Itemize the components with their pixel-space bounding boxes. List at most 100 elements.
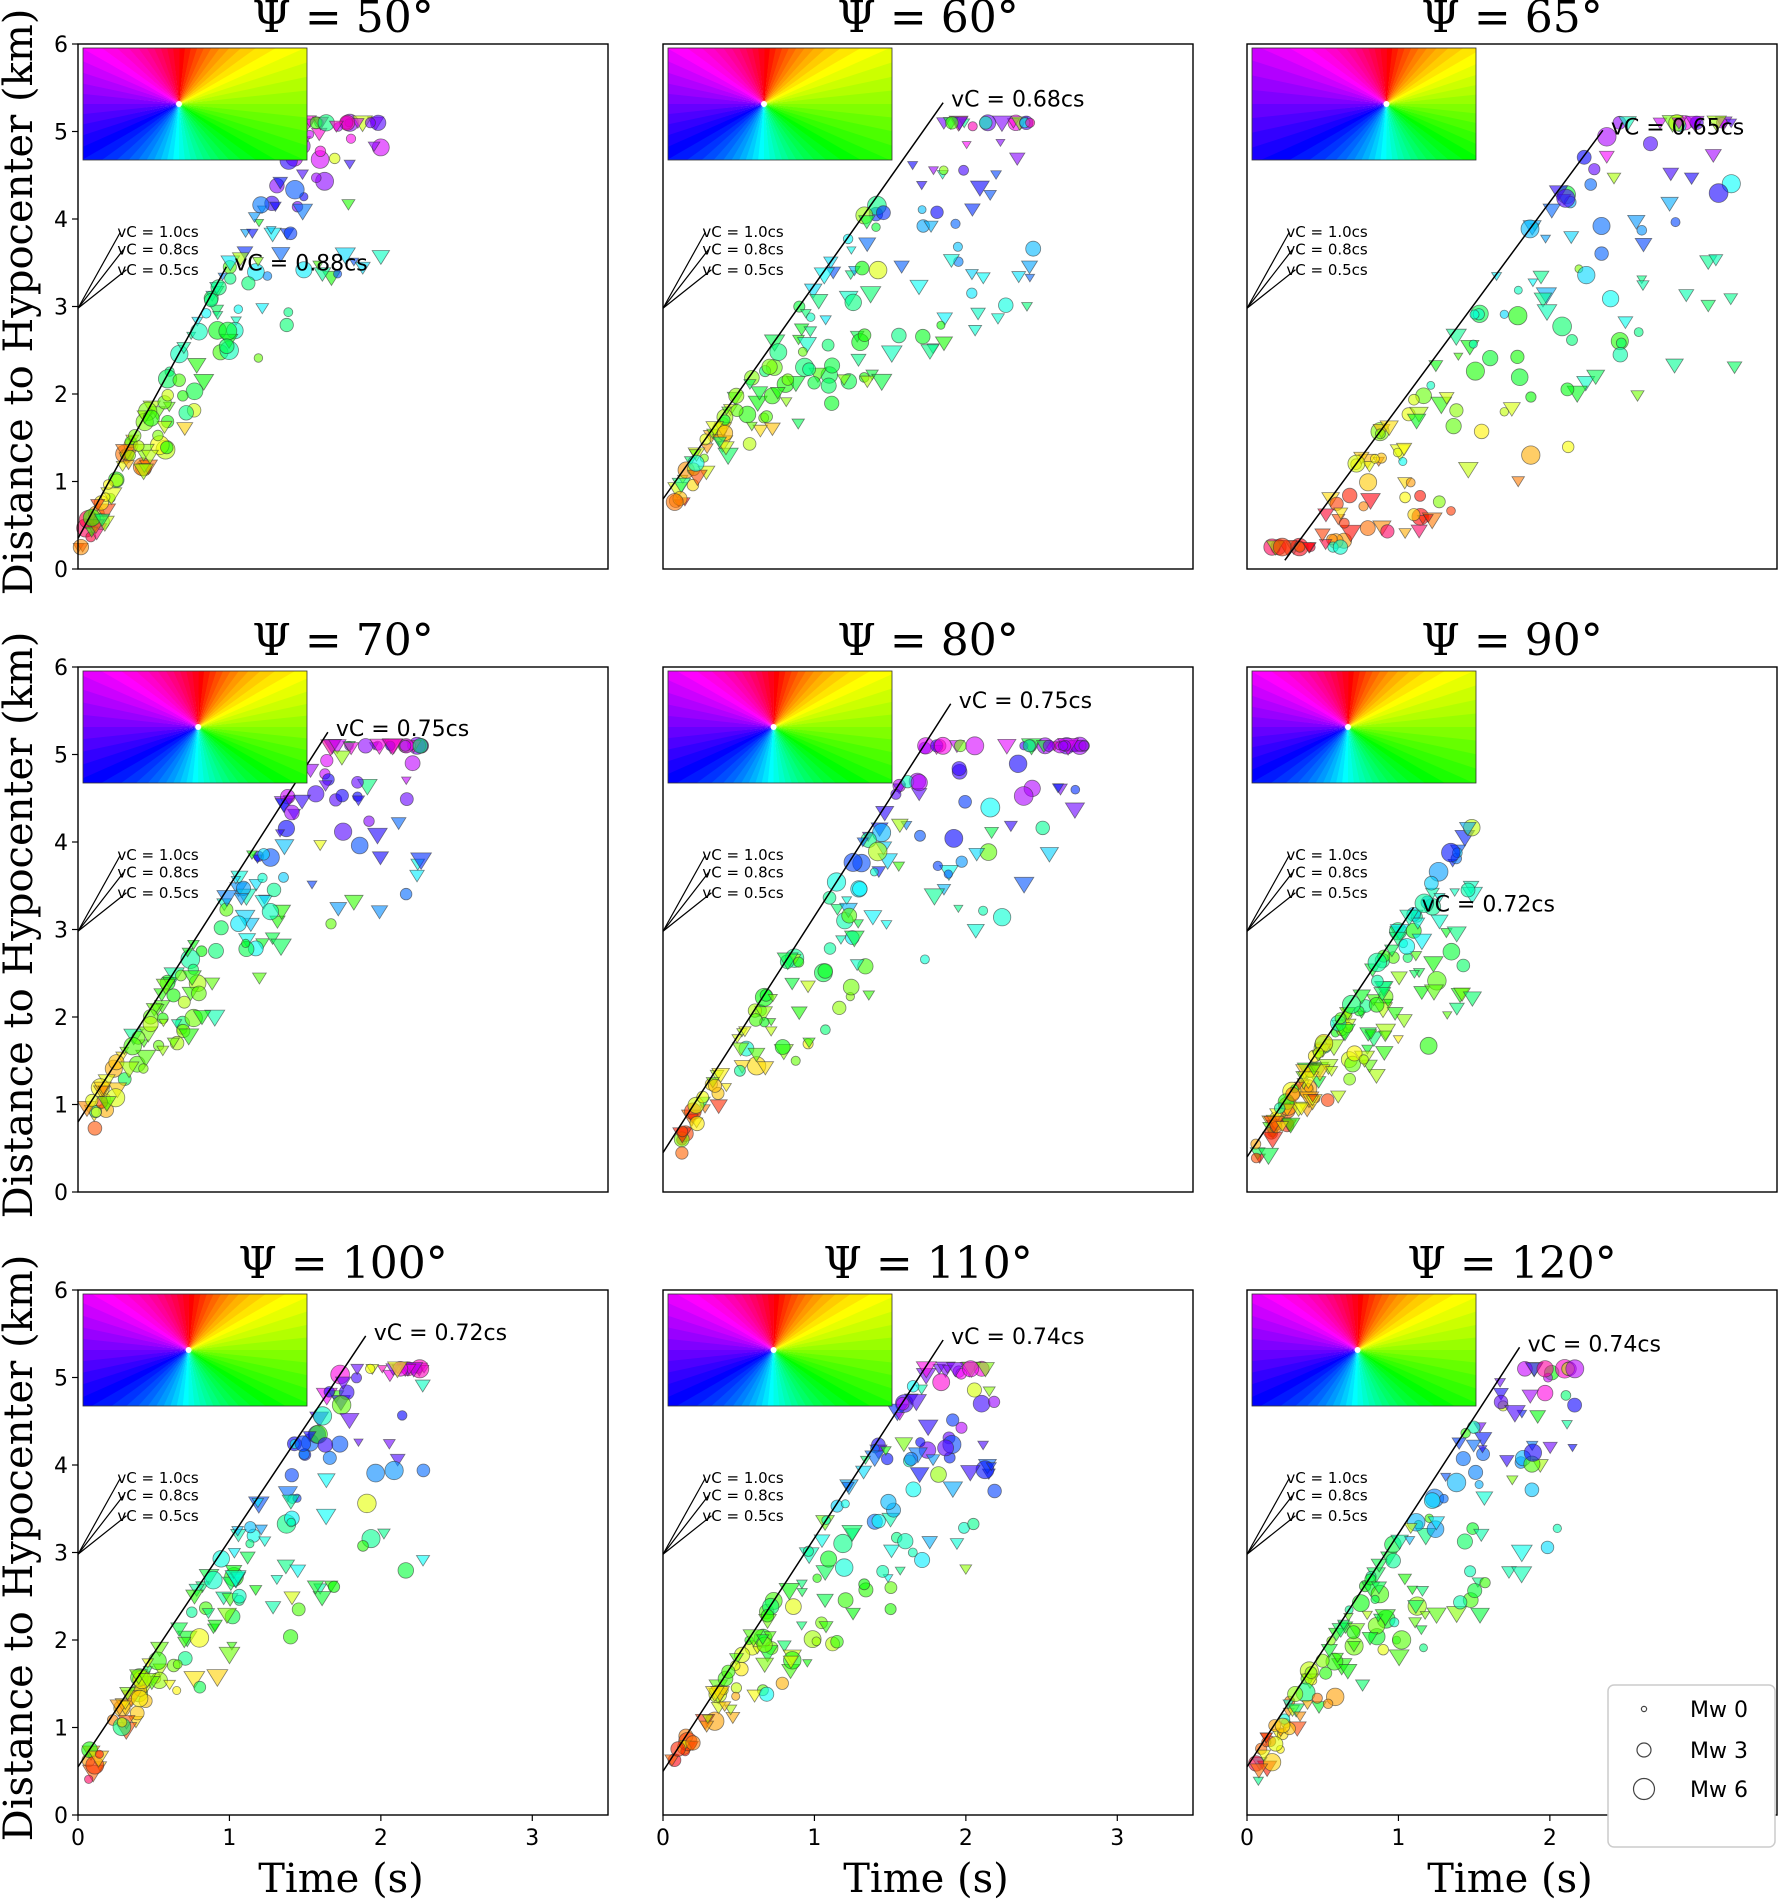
inset-hue-wedge: [1348, 727, 1360, 783]
inset-hue-wedge: [676, 1294, 774, 1350]
event-marker-triangle: [193, 374, 215, 391]
reference-velocity-label: vC = 0.8cs: [117, 1487, 199, 1505]
directivity-inset: [1251, 1293, 1477, 1407]
panel-title: Ψ = 80°: [837, 615, 1018, 666]
inset-hue-wedge: [179, 48, 192, 104]
event-marker-circle: [307, 785, 325, 803]
inset-hue-wedge: [1284, 727, 1348, 783]
event-marker-triangle: [1317, 508, 1335, 523]
event-marker-circle: [1446, 1472, 1467, 1493]
inset-hue-wedge: [179, 76, 307, 104]
reference-velocity-line: [77, 231, 121, 309]
event-marker-triangle: [836, 374, 852, 387]
event-marker-triangle: [1706, 115, 1728, 133]
event-marker-circle: [992, 908, 1012, 927]
axes-frame: [1246, 43, 1778, 570]
event-marker-triangle: [255, 303, 270, 315]
event-marker-circle: [1439, 1493, 1449, 1504]
inset-hue-wedge: [1252, 727, 1348, 783]
inset-hue-wedge: [1386, 48, 1399, 104]
event-marker-circle: [286, 1517, 296, 1528]
event-marker-circle: [257, 872, 268, 884]
event-marker-circle: [868, 841, 888, 862]
y-tick-label: 4: [54, 208, 68, 233]
event-marker-circle: [1469, 309, 1480, 320]
event-marker-triangle: [721, 406, 733, 416]
y-tick-label: 3: [54, 919, 68, 944]
event-marker-triangle: [163, 1679, 177, 1691]
event-marker-triangle: [731, 1034, 743, 1044]
event-marker-circle: [317, 1437, 334, 1453]
event-marker-circle: [357, 738, 374, 754]
event-marker-circle: [998, 297, 1014, 313]
inset-hue-wedge: [1252, 1301, 1358, 1350]
event-marker-triangle: [334, 247, 357, 265]
inset-hue-wedge: [198, 727, 261, 783]
reference-velocity-label: vC = 0.8cs: [1286, 241, 1368, 259]
event-marker-triangle: [1399, 909, 1420, 926]
event-marker-triangle: [1708, 254, 1724, 267]
event-marker-triangle: [920, 344, 940, 360]
event-marker-triangle: [1039, 847, 1060, 863]
event-marker-triangle: [803, 326, 818, 338]
event-marker-triangle: [1373, 987, 1392, 1002]
event-marker-circle: [876, 1565, 890, 1578]
event-marker-circle: [1423, 1492, 1441, 1509]
event-marker-triangle: [1392, 1035, 1404, 1045]
event-marker-circle: [212, 1550, 230, 1568]
event-marker-triangle: [1423, 956, 1444, 973]
event-marker-triangle: [776, 1640, 792, 1653]
hypocenter-star-icon: [1383, 101, 1390, 107]
panel-title: Ψ = 50°: [252, 0, 433, 43]
rupture-velocity-line: [1284, 129, 1604, 561]
event-marker-circle: [94, 1749, 104, 1759]
event-marker-triangle: [230, 316, 242, 326]
event-marker-triangle: [327, 739, 347, 755]
event-marker-triangle: [671, 477, 692, 494]
inset-hue-wedge: [179, 104, 307, 133]
event-marker-triangle: [977, 1440, 990, 1451]
event-marker-circle: [797, 346, 808, 357]
event-marker-circle: [1399, 491, 1411, 504]
inset-hue-wedge: [752, 48, 764, 104]
event-marker-triangle: [1410, 524, 1428, 539]
event-marker-circle: [327, 1580, 341, 1593]
event-marker-triangle: [1403, 1536, 1416, 1546]
event-marker-circle: [1552, 316, 1572, 337]
reference-velocity-line: [1246, 1477, 1290, 1555]
reference-velocity-label: vC = 0.8cs: [702, 1487, 784, 1505]
event-marker-triangle: [1500, 1566, 1517, 1580]
event-marker-circle: [914, 829, 926, 842]
rupture-velocity-label: vC = 0.75cs: [959, 689, 1092, 714]
event-marker-triangle: [313, 267, 332, 282]
event-marker-circle: [820, 377, 837, 394]
reference-velocity-line: [77, 872, 124, 932]
x-tick-label: 1: [222, 1826, 236, 1851]
event-marker-circle: [230, 915, 247, 932]
event-marker-triangle: [231, 252, 250, 267]
inset-hue-wedge: [188, 1350, 214, 1406]
event-marker-triangle: [1665, 358, 1685, 374]
event-marker-circle: [384, 1460, 404, 1481]
event-marker-triangle: [790, 1006, 808, 1021]
rupture-velocity-line: [662, 1339, 944, 1772]
rupture-velocity-line: [662, 102, 944, 500]
event-marker-circle: [84, 1774, 94, 1784]
inset-hue-wedge: [146, 48, 179, 104]
event-marker-triangle: [1451, 1437, 1467, 1450]
event-marker-triangle: [990, 170, 1003, 180]
inset-hue-wedge: [1351, 1294, 1359, 1350]
event-marker-circle: [331, 1435, 349, 1453]
event-marker-triangle: [1364, 1029, 1378, 1040]
inset-hue-wedge: [198, 727, 307, 783]
event-marker-circle: [833, 1533, 853, 1554]
event-marker-triangle: [410, 852, 433, 871]
event-marker-triangle: [207, 1619, 223, 1633]
event-marker-triangle: [1352, 989, 1372, 1005]
inset-hue-wedge: [668, 727, 774, 775]
y-tick-label: 4: [54, 1454, 68, 1479]
inset-hue-wedge: [154, 48, 179, 104]
inset-hue-wedge: [676, 671, 774, 727]
event-marker-circle: [790, 1055, 801, 1066]
